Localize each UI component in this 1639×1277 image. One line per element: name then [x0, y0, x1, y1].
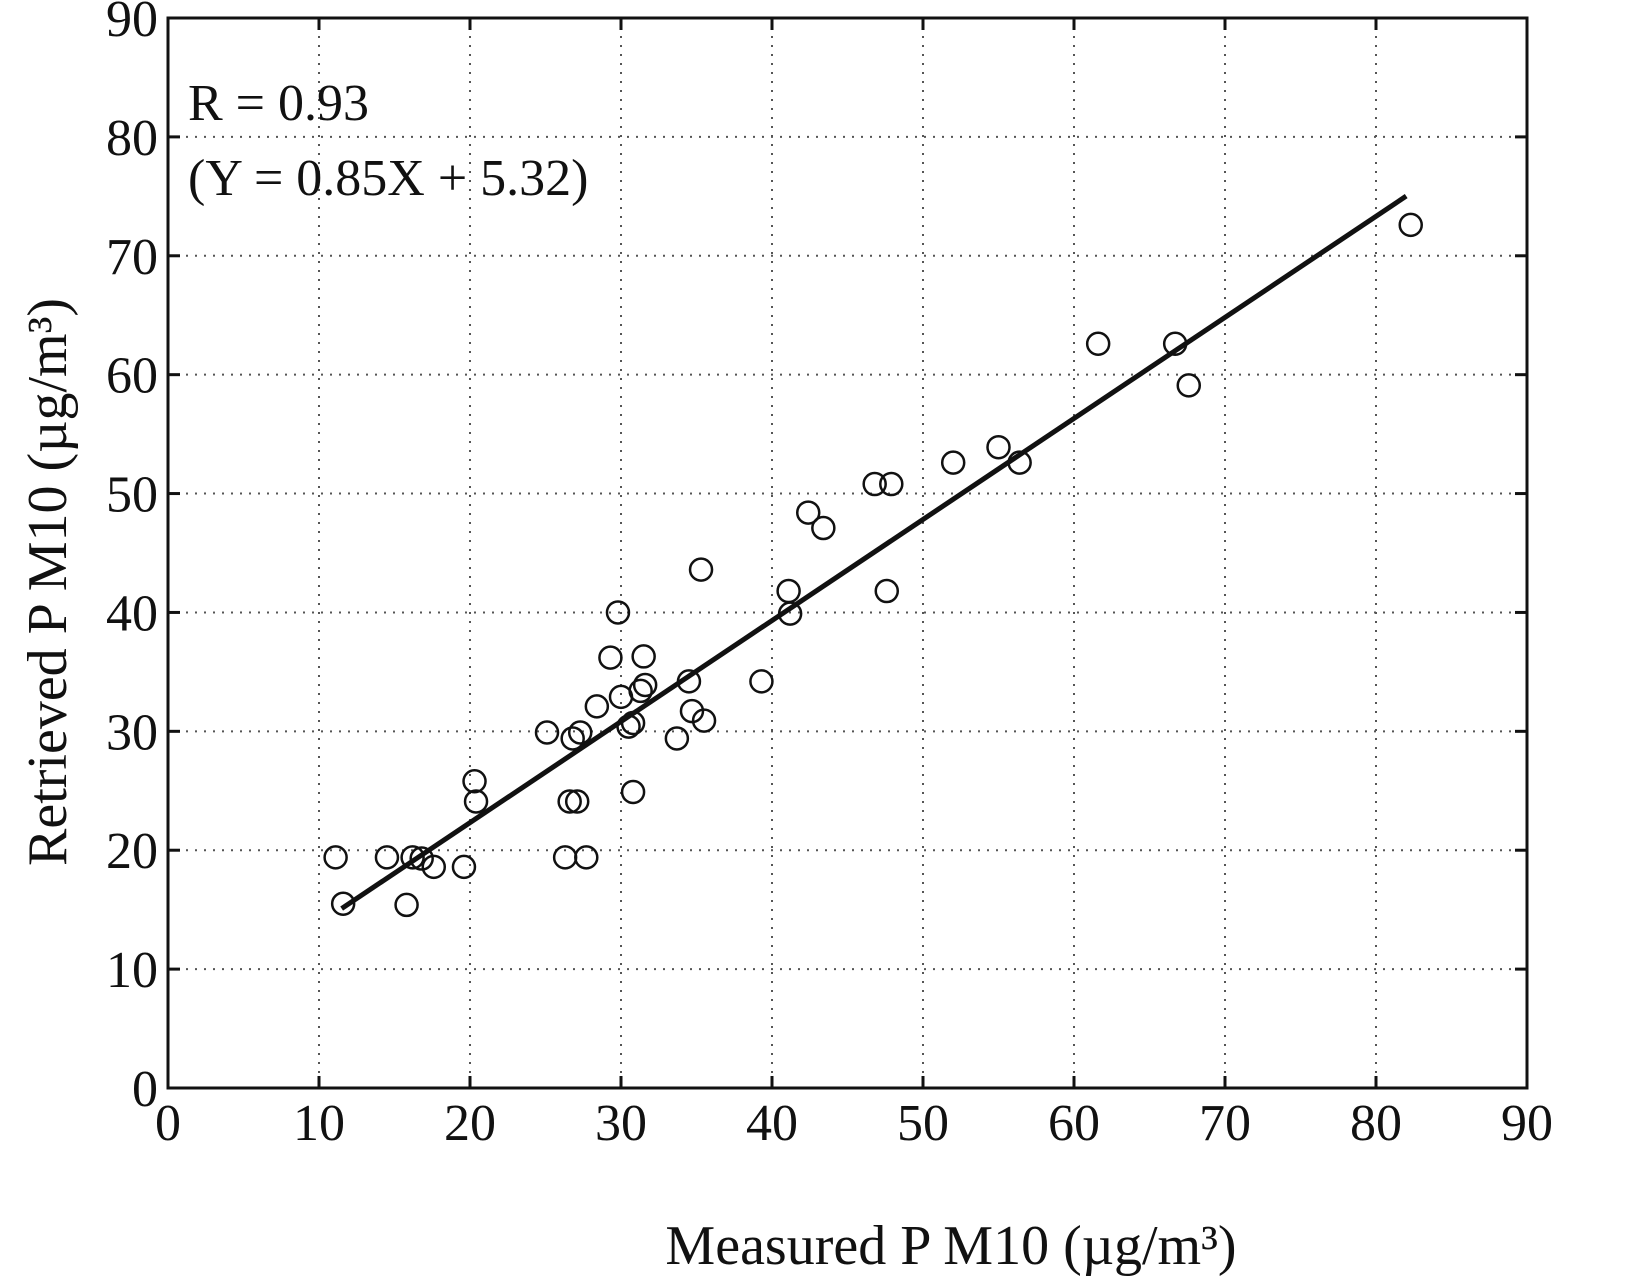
data-point — [874, 578, 900, 604]
x-tick-label: 70 — [1199, 1095, 1251, 1152]
data-point — [664, 726, 690, 751]
data-point — [567, 720, 593, 745]
x-tick-label: 50 — [897, 1095, 949, 1152]
y-tick-label: 50 — [106, 467, 158, 524]
regression-equation-annotation: (Y = 0.85X + 5.32) — [188, 150, 588, 207]
y-tick-label: 80 — [106, 110, 158, 167]
data-point — [463, 789, 489, 814]
y-axis-label: Retrieved P M10 (µg/m³) — [17, 298, 79, 866]
data-point — [749, 669, 774, 694]
x-tick-label: 80 — [1350, 1095, 1402, 1152]
y-tick-label: 40 — [106, 585, 158, 642]
y-tick-label: 90 — [106, 0, 158, 48]
y-tick-label: 70 — [106, 229, 158, 286]
data-point — [620, 779, 646, 805]
data-point — [1162, 331, 1188, 357]
data-point — [1085, 331, 1111, 357]
x-axis-label: Measured P M10 (µg/m³) — [665, 1215, 1236, 1277]
data-point — [986, 434, 1011, 460]
x-tick-label: 10 — [293, 1095, 345, 1152]
data-point — [323, 845, 348, 870]
x-tick-label: 90 — [1501, 1095, 1553, 1152]
y-tick-label: 60 — [106, 348, 158, 405]
data-point — [777, 601, 803, 626]
y-tick-label: 20 — [106, 823, 158, 880]
x-tick-label: 0 — [155, 1095, 181, 1152]
y-tick-label: 30 — [106, 704, 158, 761]
data-point — [330, 891, 356, 916]
data-point — [632, 672, 658, 698]
data-point — [688, 557, 714, 582]
data-point — [879, 471, 904, 497]
data-point — [862, 471, 887, 497]
data-point — [1176, 373, 1202, 398]
x-tick-label: 40 — [746, 1095, 798, 1152]
y-tick-label: 0 — [132, 1061, 158, 1118]
data-point — [574, 845, 599, 870]
data-point — [940, 450, 966, 475]
data-point — [557, 789, 582, 814]
axis-ticks: 0 10 20 30 40 50 60 70 80 90 0 10 20 30 40 50 60 70 80 90 — [106, 0, 1553, 1152]
data-point — [631, 644, 656, 669]
data-point — [795, 500, 821, 525]
data-point — [394, 892, 419, 918]
data-point — [584, 694, 610, 719]
data-point — [1398, 212, 1423, 238]
data-point — [616, 714, 641, 739]
data-point — [628, 678, 653, 704]
data-point — [811, 515, 836, 541]
data-point — [1007, 450, 1032, 475]
data-point — [564, 789, 590, 814]
data-point — [620, 710, 646, 736]
data-point — [676, 669, 702, 694]
data-point — [451, 854, 477, 880]
data-point — [605, 600, 631, 625]
data-point — [691, 708, 717, 733]
data-point — [374, 845, 400, 870]
data-point — [421, 854, 447, 880]
plot-frame — [166, 16, 1529, 1090]
x-tick-label: 20 — [444, 1095, 496, 1152]
y-tick-label: 10 — [106, 942, 158, 999]
data-point — [462, 769, 487, 794]
regression-line — [340, 194, 1408, 911]
data-point — [409, 846, 434, 871]
data-point — [598, 645, 623, 670]
data-point — [400, 845, 425, 870]
data-points — [323, 212, 1423, 918]
regression-line-group — [340, 194, 1408, 911]
x-tick-label: 30 — [595, 1095, 647, 1152]
data-point — [534, 720, 560, 745]
data-point — [560, 726, 585, 751]
x-tick-label: 60 — [1048, 1095, 1100, 1152]
correlation-annotation: R = 0.93 — [188, 75, 369, 132]
